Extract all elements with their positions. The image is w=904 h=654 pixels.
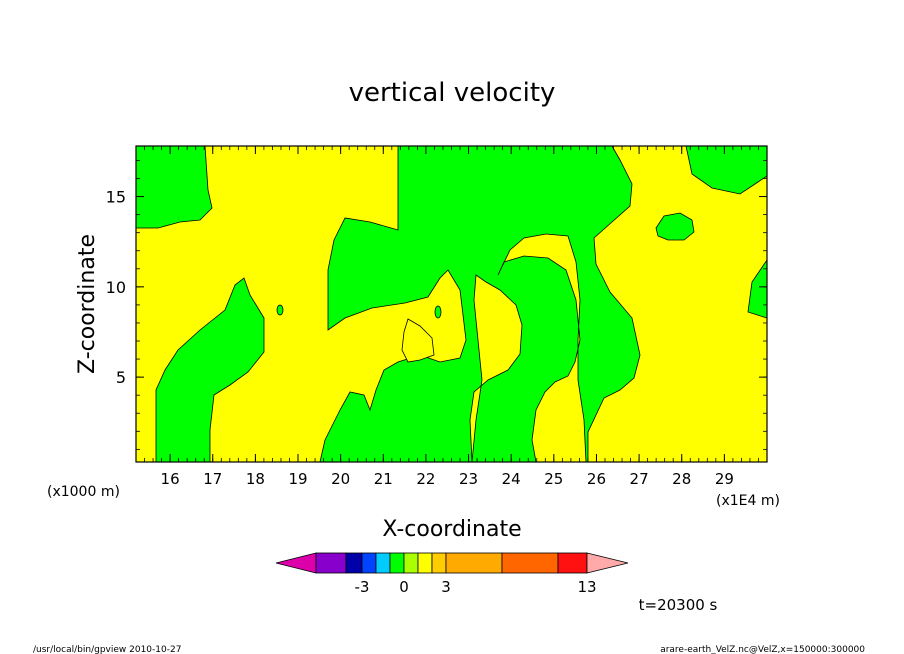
colorbar-low-arrow <box>275 552 317 574</box>
colorbar-label: 0 <box>399 578 409 596</box>
x-tick-label: 17 <box>203 470 222 488</box>
x-tick-label: 24 <box>502 470 521 488</box>
colorbar-box <box>345 552 363 574</box>
x-tick-label: 27 <box>630 470 649 488</box>
colorbar-box <box>403 552 419 574</box>
x-tick-label: 18 <box>246 470 265 488</box>
colorbar-box <box>431 552 447 574</box>
z-unit-note: (x1000 m) <box>47 484 120 500</box>
colorbar-box <box>417 552 433 574</box>
y-axis-title: Z-coordinate <box>75 234 100 374</box>
y-tick-label: 10 <box>106 278 126 297</box>
x-tick-label: 16 <box>161 470 180 488</box>
colorbar-box <box>557 552 588 574</box>
x-tick-label: 22 <box>416 470 435 488</box>
footer-right: arare-earth_VelZ.nc@VelZ,x=150000:300000 <box>660 645 865 654</box>
x-tick-label: 21 <box>374 470 393 488</box>
negative-islands <box>276 212 695 319</box>
y-axis-ticks: 5 10 15 <box>106 160 767 450</box>
colorbar-label: -3 <box>355 578 370 596</box>
colorbar-box <box>315 552 347 574</box>
x-tick-label: 25 <box>544 470 563 488</box>
x-axis-title: X-coordinate <box>382 517 521 542</box>
colorbar <box>275 552 629 574</box>
y-tick-label: 15 <box>106 188 126 207</box>
x-unit-note: (x1E4 m) <box>716 493 780 509</box>
y-tick-label: 5 <box>116 368 126 387</box>
chart-title: vertical velocity <box>349 78 556 108</box>
footer-left: /usr/local/bin/gpview 2010-10-27 <box>33 645 181 654</box>
x-tick-label: 20 <box>331 470 350 488</box>
colorbar-box <box>361 552 377 574</box>
colorbar-labels: -3 0 3 13 <box>355 578 597 596</box>
colorbar-box <box>389 552 405 574</box>
contour-field <box>136 146 767 462</box>
colorbar-label: 13 <box>577 578 596 596</box>
positive-regions <box>136 146 767 462</box>
colorbar-high-arrow <box>586 552 629 574</box>
colorbar-box <box>445 552 503 574</box>
colorbar-label: 3 <box>441 578 451 596</box>
x-axis-ticks: 16 17 18 19 20 21 22 23 24 25 26 27 28 29 <box>135 146 768 488</box>
x-tick-label: 19 <box>288 470 307 488</box>
x-tick-label: 23 <box>459 470 478 488</box>
time-label: t=20300 s <box>639 596 718 614</box>
x-tick-label: 29 <box>715 470 734 488</box>
x-tick-label: 26 <box>587 470 606 488</box>
x-tick-label: 28 <box>672 470 691 488</box>
colorbar-box <box>375 552 391 574</box>
colorbar-box <box>501 552 559 574</box>
